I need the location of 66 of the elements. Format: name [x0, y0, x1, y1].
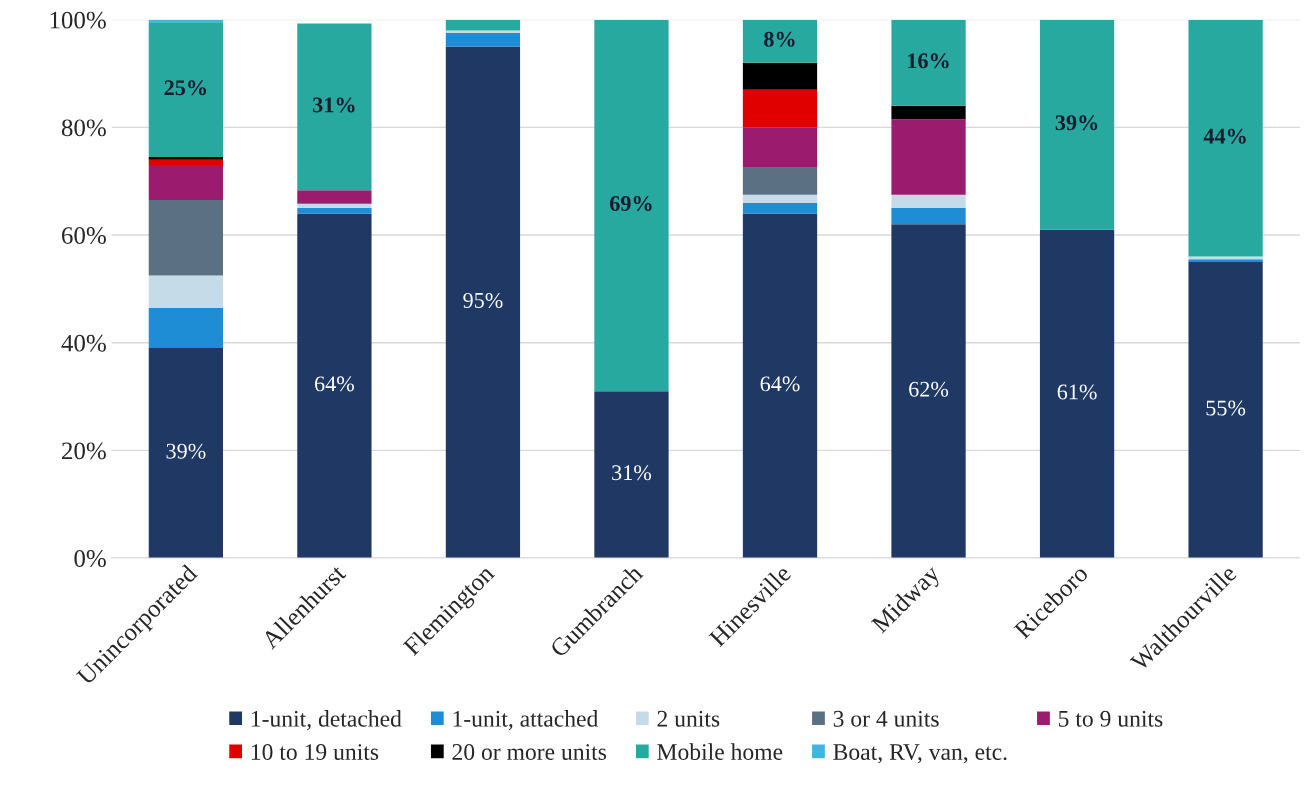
bar [1188, 261, 1263, 559]
bar [148, 22, 223, 157]
bar [297, 203, 372, 209]
bar [742, 19, 818, 63]
bar [742, 202, 818, 214]
bar [891, 105, 966, 120]
data-label: 64% [314, 376, 355, 392]
bar [148, 200, 223, 276]
legend-label: 20 or more units [452, 744, 607, 760]
bar [297, 23, 372, 191]
bar [594, 19, 669, 392]
bar [891, 119, 966, 195]
data-label: 69% [610, 195, 652, 212]
data-label: 39% [166, 443, 206, 459]
y-tick-label: 40% [61, 334, 106, 352]
bar [742, 194, 818, 203]
data-label: 61% [1057, 384, 1097, 400]
data-label: 39% [1055, 115, 1098, 131]
data-label: 95% [463, 292, 503, 308]
data-label: 8% [764, 31, 795, 47]
bar [742, 89, 818, 128]
data-label: 31% [612, 465, 652, 481]
bar [891, 208, 966, 225]
bar [148, 159, 223, 166]
legend-label: 1-unit, attached [453, 710, 599, 731]
bar [891, 224, 966, 559]
bar [148, 275, 223, 308]
bar [742, 167, 818, 195]
y-tick-label: 100% [50, 11, 106, 29]
y-tick-label: 80% [61, 119, 106, 137]
data-label: 25% [164, 80, 207, 96]
legend-label: 10 to 19 units [251, 744, 379, 760]
bar [445, 30, 521, 34]
legend-label: 3 or 4 units [833, 710, 939, 727]
bar [148, 156, 223, 160]
y-tick-label: 60% [61, 227, 106, 245]
data-label: 55% [1206, 400, 1246, 416]
bar [891, 19, 966, 106]
bar [148, 307, 223, 349]
legend-label: 2 units [657, 710, 720, 727]
data-label: 62% [909, 381, 949, 397]
bar [445, 19, 521, 31]
bar [742, 127, 818, 168]
bar [297, 213, 372, 559]
bar [1039, 229, 1115, 559]
bar [445, 46, 521, 559]
bar [148, 165, 223, 201]
bar [742, 62, 818, 90]
legend-label: 1-unit, detached [251, 710, 402, 731]
data-label: 64% [760, 376, 800, 392]
bar [297, 190, 372, 204]
bar [445, 33, 521, 47]
data-label: 16% [908, 53, 949, 69]
bar [742, 213, 818, 559]
bar [891, 194, 966, 209]
bar [1039, 19, 1115, 230]
legend-label: 5 to 9 units [1059, 710, 1163, 727]
bar [594, 391, 669, 559]
data-label: 44% [1203, 128, 1246, 144]
legend-label: Mobile home [657, 743, 783, 760]
y-tick-label: 20% [62, 442, 106, 460]
bar [148, 348, 223, 559]
bar [297, 208, 372, 214]
bar [1188, 19, 1263, 257]
data-label: 31% [313, 97, 355, 113]
legend-label: Boat, RV, van, etc. [833, 744, 1007, 764]
